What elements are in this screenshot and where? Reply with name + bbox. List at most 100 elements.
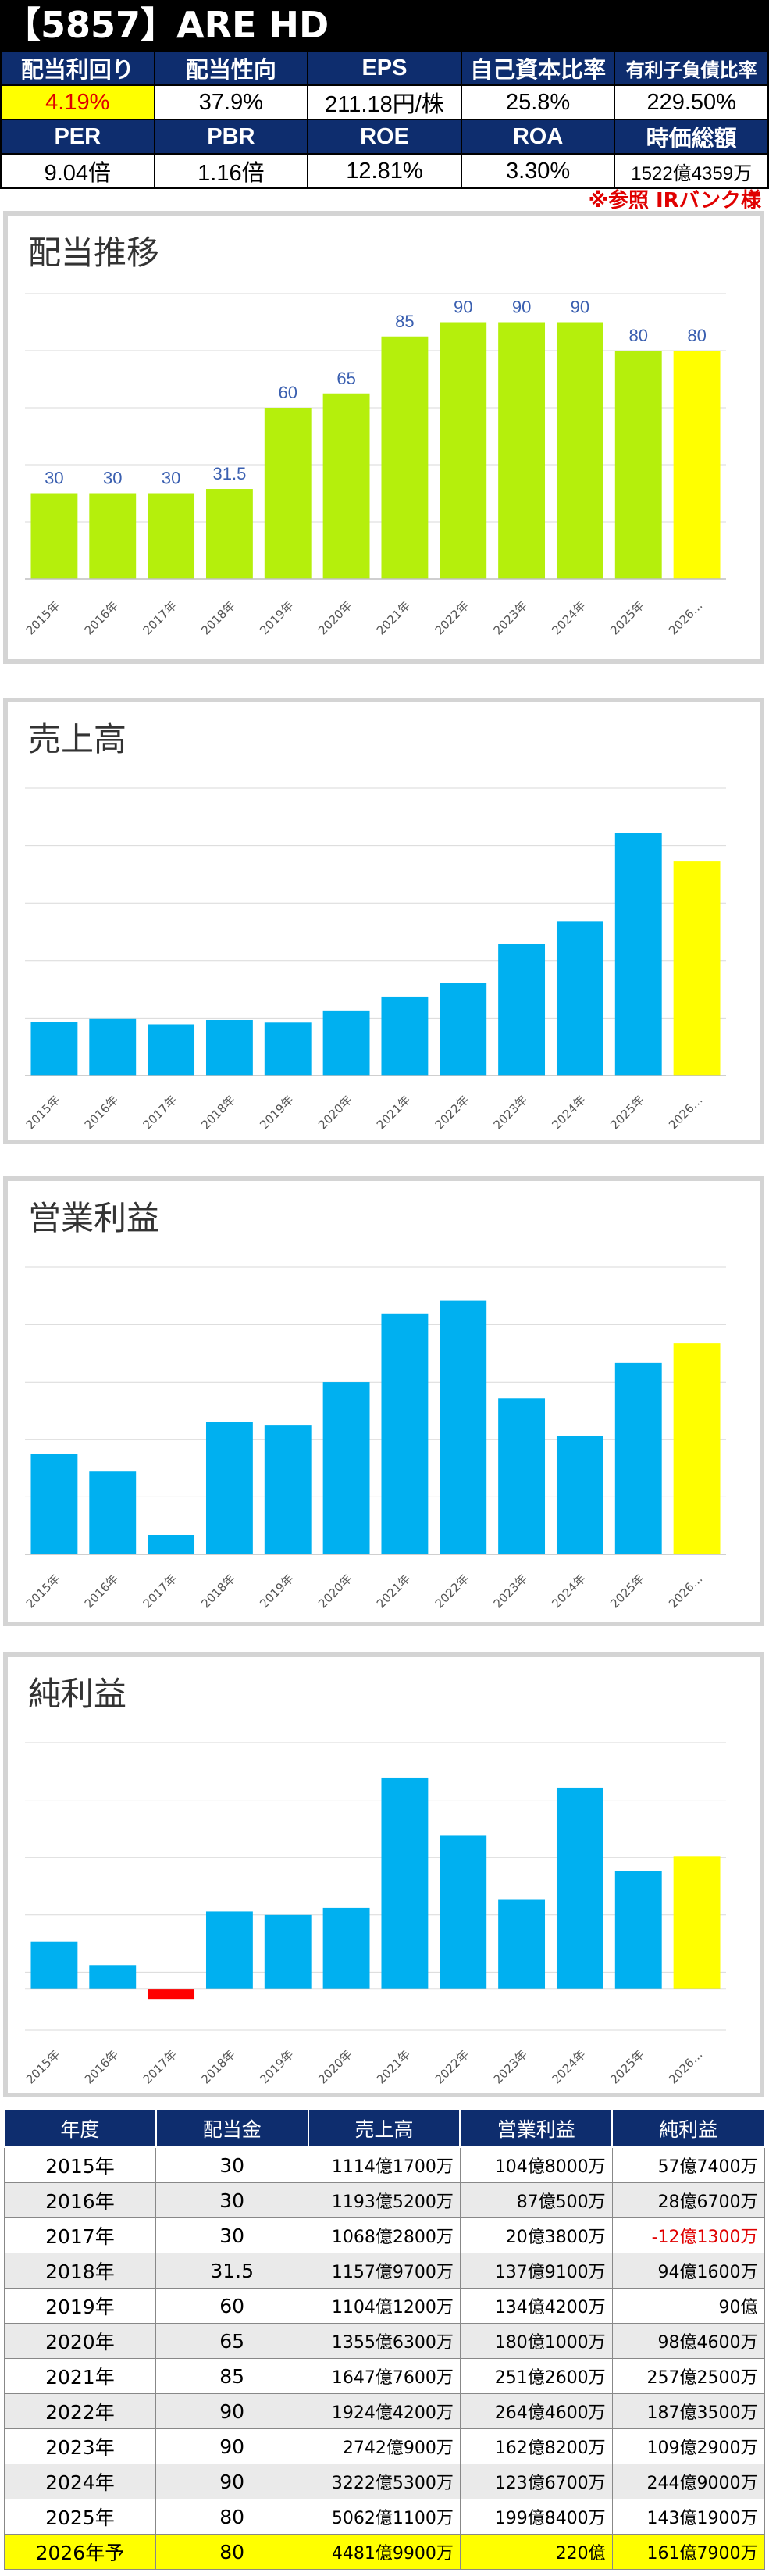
bar — [322, 1907, 370, 1989]
metric-header: 自己資本比率 — [460, 50, 616, 86]
tick-label: 2017年 — [141, 598, 180, 637]
operating-profit-cell: 264億4600万 — [459, 2393, 613, 2429]
net-profit-cell: -12億1300万 — [611, 2217, 765, 2253]
tick-label: 2024年 — [549, 598, 588, 637]
col-header-sales: 売上高 — [307, 2109, 461, 2148]
dividend-yield-value: 4.19% — [0, 84, 155, 120]
tick-label: 2016年 — [82, 598, 121, 637]
tick-label: 2025年 — [607, 2047, 646, 2086]
tick-label: 2019年 — [257, 2047, 296, 2086]
table-row: 2015年 30 1114億1700万 104億8000万 57億7400万 — [3, 2146, 765, 2183]
tick-label: 2018年 — [198, 1572, 237, 1611]
year-cell: 2018年 — [3, 2253, 157, 2289]
bar — [205, 1019, 253, 1076]
bar — [148, 493, 195, 579]
net-profit-cell: 57億7400万 — [611, 2146, 765, 2183]
bar — [205, 489, 253, 579]
chart-title: 売上高 — [28, 720, 127, 758]
data-label: 30 — [45, 469, 63, 488]
tick-label: 2025年 — [607, 1093, 646, 1132]
bar — [30, 1454, 78, 1554]
metric-header: 配当利回り — [0, 50, 155, 86]
payout-ratio-value: 37.9% — [153, 84, 309, 120]
metric-header: 時価総額 — [614, 119, 769, 155]
bar — [89, 493, 137, 579]
dividend-cell: 65 — [155, 2323, 309, 2359]
tick-label: 2015年 — [23, 1093, 62, 1132]
bar — [89, 1471, 137, 1554]
metric-header: PER — [0, 119, 155, 155]
bar — [673, 861, 721, 1076]
bar — [440, 322, 487, 579]
year-cell: 2019年 — [3, 2288, 157, 2324]
financial-table: 年度 配当金 売上高 営業利益 純利益 2015年 30 1114億1700万 104… — [3, 2109, 765, 2570]
table-row: 2016年 30 1193億5200万 87億500万 28億6700万 — [3, 2182, 765, 2218]
sales-cell: 4481億9900万 — [308, 2534, 461, 2570]
net-profit-cell: 143億1900万 — [611, 2499, 765, 2535]
tick-label: 2018年 — [198, 2047, 237, 2086]
sales-cell: 2742億900万 — [308, 2428, 461, 2464]
operating-profit-cell: 220億 — [459, 2534, 613, 2570]
bar — [614, 351, 662, 579]
data-label: 60 — [279, 383, 297, 402]
operating-profit-cell: 180億1000万 — [459, 2323, 613, 2359]
per-value: 9.04倍 — [0, 153, 155, 189]
operating-profit-cell: 87億500万 — [459, 2182, 613, 2218]
tick-label: 2018年 — [198, 1093, 237, 1132]
data-label: 30 — [103, 469, 122, 488]
bar — [89, 1018, 137, 1076]
year-cell: 2016年 — [3, 2182, 157, 2218]
tick-label: 2022年 — [433, 1572, 472, 1611]
tick-label: 2016年 — [82, 1093, 121, 1132]
metric-header: 有利子負債比率 — [614, 50, 769, 86]
tick-label: 2021年 — [374, 1093, 413, 1132]
chart-title: 配当推移 — [28, 234, 160, 272]
bar — [205, 1422, 253, 1554]
dividend-cell: 80 — [155, 2499, 309, 2535]
metrics-value-row-1: 4.19% 37.9% 211.18円/株 25.8% 229.50% — [0, 84, 769, 120]
tick-label: 2017年 — [141, 1572, 180, 1611]
bar — [381, 1777, 429, 1989]
metrics-table: 配当利回り 配当性向 EPS 自己資本比率 有利子負債比率 4.19% 37.9… — [0, 50, 769, 189]
tick-label: 2023年 — [491, 598, 530, 637]
dividend-cell: 85 — [155, 2358, 309, 2394]
tick-label: 2020年 — [315, 598, 354, 637]
tick-label: 2019年 — [257, 598, 296, 637]
bar — [440, 1835, 487, 1989]
tick-label: 2023年 — [491, 1572, 530, 1611]
tick-label: 2026… — [666, 598, 705, 637]
bar — [381, 336, 429, 579]
year-cell: 2015年 — [3, 2146, 157, 2183]
bar — [614, 1871, 662, 1989]
dividend-cell: 30 — [155, 2182, 309, 2218]
bar — [673, 1343, 721, 1554]
bar — [673, 351, 721, 579]
year-cell: 2021年 — [3, 2358, 157, 2394]
bar — [556, 1436, 603, 1554]
table-row: 2020年 65 1355億6300万 180億1000万 98億4600万 — [3, 2323, 765, 2359]
operating-profit-chart-panel: 2015年 2016年 2017年 2018年 2019年 2020年 2021年 2022年… — [3, 1176, 764, 1626]
year-cell: 2023年 — [3, 2428, 157, 2464]
tick-label: 2017年 — [141, 2047, 180, 2086]
tick-label: 2019年 — [257, 1093, 296, 1132]
tick-label: 2020年 — [315, 2047, 354, 2086]
table-row: 2023年 90 2742億900万 162億8200万 109億2900万 — [3, 2428, 765, 2464]
data-label: 80 — [629, 326, 648, 345]
tick-label: 2021年 — [374, 598, 413, 637]
market-cap-value: 1522億4359万 — [614, 153, 769, 189]
bar — [322, 393, 370, 579]
metrics-value-row-2: 9.04倍 1.16倍 12.81% 3.30% 1522億4359万 — [0, 153, 769, 189]
tick-label: 2022年 — [433, 598, 472, 637]
tick-label: 2023年 — [491, 1093, 530, 1132]
net-profit-cell: 28億6700万 — [611, 2182, 765, 2218]
operating-profit-chart: 2015年 2016年 2017年 2018年 2019年 2020年 2021年 2022年… — [23, 1266, 726, 1611]
bar — [264, 1425, 312, 1554]
data-label: 90 — [571, 298, 589, 317]
table-row: 2026年予 80 4481億9900万 220億 161億7900万 — [3, 2534, 765, 2570]
net-profit-cell: 161億7900万 — [611, 2534, 765, 2570]
bar — [614, 1362, 662, 1554]
net-profit-cell: 244億9000万 — [611, 2464, 765, 2499]
tick-label: 2015年 — [23, 1572, 62, 1611]
bar — [148, 1024, 195, 1076]
year-cell: 2026年予 — [3, 2534, 157, 2570]
